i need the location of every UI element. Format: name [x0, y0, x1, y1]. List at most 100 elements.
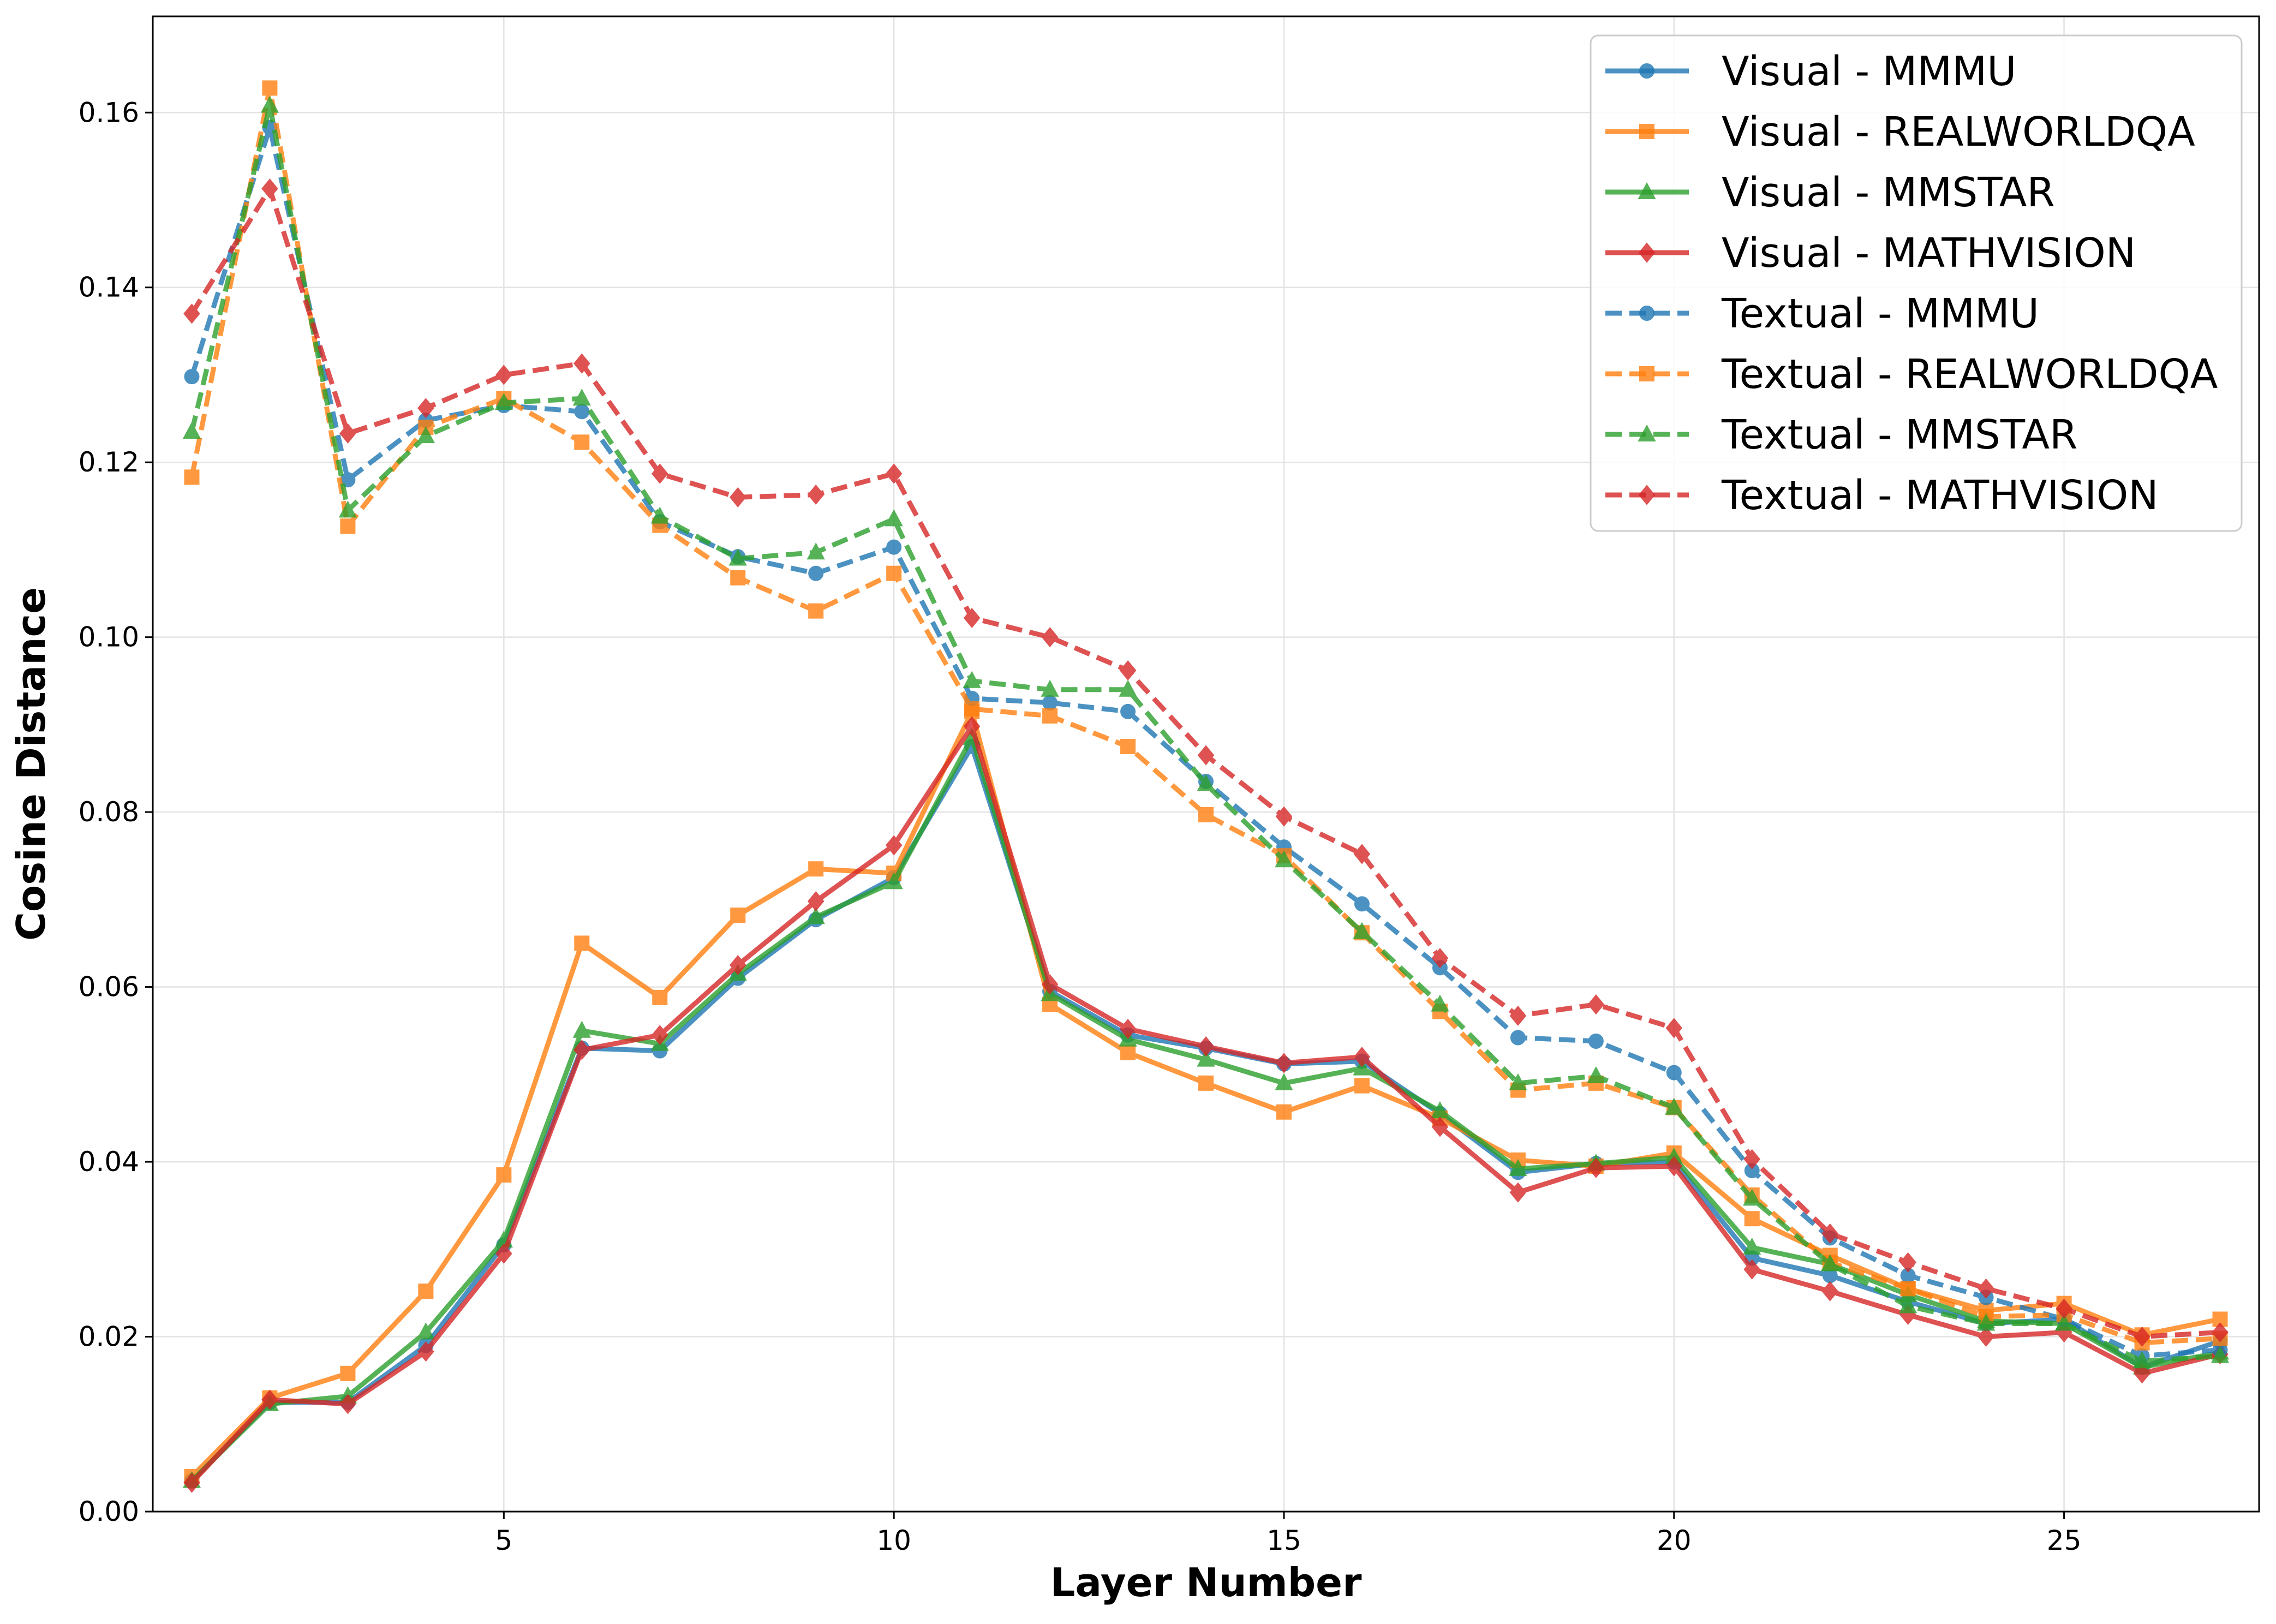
data-point: [418, 1283, 434, 1299]
legend-item: Visual - MMMU: [1605, 48, 2016, 95]
data-point: [1976, 1313, 1996, 1331]
data-point: [574, 1040, 590, 1060]
data-point: [1353, 844, 1371, 864]
legend-label: Textual - MMMU: [1721, 290, 2039, 337]
legend: Visual - MMMU Visual - REALWORLDQA Visual …: [1590, 34, 2243, 532]
data-point: [1431, 994, 1449, 1012]
data-point: [1744, 1211, 1760, 1227]
data-point: [1041, 974, 1059, 995]
data-point: [1510, 1030, 1526, 1046]
legend-marker: [1638, 182, 1656, 199]
data-point: [340, 1365, 356, 1381]
data-point: [1119, 679, 1137, 697]
data-point: [1899, 1252, 1916, 1273]
data-point: [1041, 627, 1059, 648]
data-point: [1119, 1018, 1137, 1040]
data-point: [417, 398, 434, 419]
legend-marker: [1639, 306, 1654, 321]
data-point: [1120, 703, 1136, 719]
data-point: [807, 484, 825, 505]
data-point: [183, 1472, 200, 1493]
data-point: [574, 434, 590, 450]
legend-marker-shape: [1638, 485, 1656, 505]
data-point: [652, 989, 668, 1005]
x-tick-label: 15: [1267, 1525, 1301, 1556]
data-point: [2134, 1363, 2150, 1384]
data-point: [1978, 1326, 1994, 1347]
data-point: [1900, 1281, 1916, 1297]
data-point: [885, 835, 903, 856]
series-line: [189, 103, 2220, 1364]
data-point: [574, 404, 590, 420]
data-point: [1587, 994, 1605, 1015]
data-point: [495, 1243, 512, 1264]
data-point: [1120, 1044, 1136, 1060]
y-tick-label: 0.06: [79, 971, 139, 1003]
legend-marker-shape: [1638, 182, 1656, 199]
data-point: [729, 487, 746, 507]
legend-marker-shape: [1639, 63, 1654, 79]
data-point: [729, 954, 746, 976]
series-textual-mmstar: [182, 95, 2230, 1369]
data-point: [2212, 1322, 2229, 1343]
data-point: [730, 570, 746, 586]
data-point: [1354, 896, 1370, 912]
data-point: [807, 542, 825, 560]
legend-marker: [1638, 485, 1656, 505]
x-tick-label: 10: [876, 1525, 911, 1556]
data-point: [260, 95, 279, 113]
data-point: [807, 891, 825, 912]
y-axis-title: Cosine Distance: [8, 587, 54, 941]
legend-label: Visual - MMMU: [1722, 48, 2016, 95]
data-point: [963, 607, 981, 628]
data-point: [1353, 1047, 1371, 1067]
legend-box: [1590, 34, 2243, 532]
data-point: [2056, 1298, 2072, 1319]
data-point: [963, 716, 981, 737]
data-point: [1276, 1104, 1292, 1120]
data-point: [338, 500, 357, 518]
data-point: [730, 907, 746, 923]
legend-label: Textual - REALWORLDQA: [1721, 351, 2218, 398]
data-point: [1821, 1254, 1839, 1271]
legend-label: Textual - MATHVISION: [1721, 472, 2159, 519]
data-point: [808, 603, 824, 619]
data-point: [1898, 1296, 1917, 1313]
data-point: [885, 509, 903, 527]
data-point: [572, 1020, 591, 1038]
legend-marker: [1639, 366, 1654, 381]
data-point: [1665, 1156, 1683, 1177]
data-point: [496, 1167, 512, 1183]
data-point: [1431, 1116, 1449, 1137]
legend-marker-shape: [1639, 124, 1654, 139]
data-point: [574, 935, 590, 951]
data-point: [650, 506, 669, 524]
data-point: [1354, 1078, 1370, 1094]
data-point: [340, 518, 356, 534]
data-point: [1275, 806, 1293, 827]
plot-frame: [152, 15, 2260, 1513]
data-point: [494, 393, 513, 410]
data-point: [963, 671, 981, 688]
y-tick-label: 0.12: [79, 446, 139, 478]
data-point: [886, 539, 902, 555]
data-point: [184, 369, 200, 385]
data-point: [416, 426, 435, 444]
legend-item: Visual - MMSTAR: [1605, 169, 2055, 216]
data-point: [1197, 1036, 1215, 1057]
data-point: [1353, 922, 1371, 939]
data-point: [1198, 807, 1214, 822]
data-point: [417, 1341, 434, 1362]
legend-marker: [1638, 424, 1656, 441]
data-point: [1042, 708, 1058, 724]
data-point: [1197, 1049, 1215, 1067]
y-tick-label: 0.14: [79, 272, 139, 303]
legend-item: Visual - REALWORLDQA: [1605, 109, 2195, 156]
data-point: [808, 565, 824, 581]
data-point: [183, 303, 200, 324]
data-point: [1509, 1073, 1527, 1090]
data-point: [1666, 1065, 1682, 1080]
data-point: [184, 469, 200, 485]
data-point: [339, 1394, 356, 1414]
